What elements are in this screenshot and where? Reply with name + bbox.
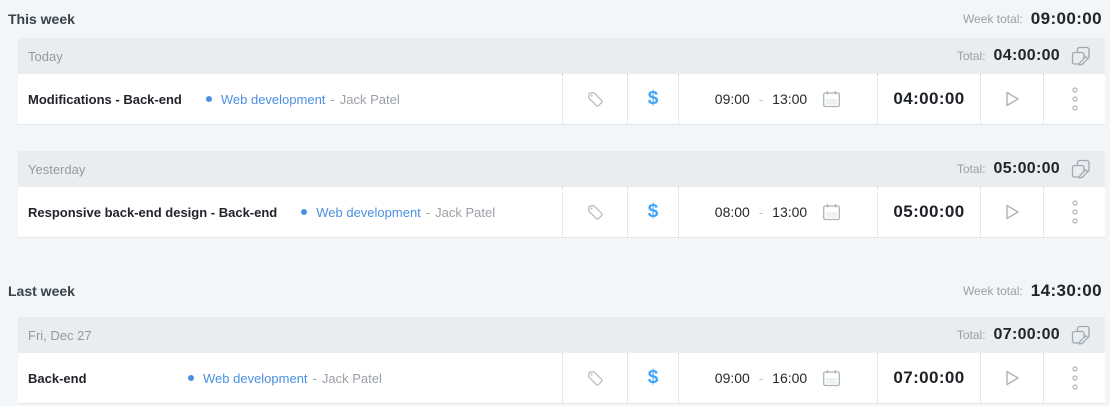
duration-cell: 07:00:00 bbox=[877, 353, 980, 403]
week-title: Last week bbox=[8, 282, 75, 299]
end-time-input[interactable]: 13:00 bbox=[772, 204, 808, 220]
continue-play-icon[interactable] bbox=[980, 74, 1043, 124]
day-group-yesterday: Yesterday Total: 05:00:00 Responsive bac… bbox=[18, 151, 1105, 238]
start-time-input[interactable]: 09:00 bbox=[714, 370, 750, 386]
day-total: Total: 04:00:00 bbox=[957, 46, 1093, 67]
duration-cell: 04:00:00 bbox=[877, 74, 980, 124]
kebab-menu-icon[interactable] bbox=[1043, 187, 1105, 237]
start-time-input[interactable]: 09:00 bbox=[714, 91, 750, 107]
day-header: Today Total: 04:00:00 bbox=[18, 38, 1105, 74]
tag-icon[interactable] bbox=[562, 353, 627, 403]
continue-play-icon[interactable] bbox=[980, 353, 1043, 403]
end-time-input[interactable]: 16:00 bbox=[772, 370, 808, 386]
project-member-separator: - bbox=[425, 204, 431, 220]
duration-input[interactable]: 05:00:00 bbox=[893, 202, 965, 221]
day-label: Fri, Dec 27 bbox=[28, 327, 92, 343]
billable-button[interactable]: $ bbox=[627, 353, 678, 403]
tag-icon[interactable] bbox=[562, 74, 627, 124]
day-total-label: Total: bbox=[956, 49, 986, 63]
project-selector[interactable]: Web development - Jack Patel bbox=[188, 371, 382, 386]
billable-dollar-icon: $ bbox=[647, 201, 659, 222]
week-title: This week bbox=[8, 11, 75, 27]
kebab-menu-icon[interactable] bbox=[1043, 353, 1105, 403]
project-member-separator: - bbox=[312, 370, 317, 386]
time-inputs: 09:00 - 13:00 bbox=[715, 91, 807, 107]
project-color-dot-icon bbox=[205, 96, 212, 102]
time-range: 08:00 - 13:00 bbox=[678, 187, 877, 237]
project-color-dot-icon bbox=[301, 209, 308, 215]
entry-description-input[interactable]: Responsive back-end design - Back-end bbox=[28, 204, 278, 220]
end-time-input[interactable]: 13:00 bbox=[772, 91, 808, 107]
entry-description-input[interactable]: Modifications - Back-end bbox=[28, 91, 182, 107]
day-total-label: Total: bbox=[956, 328, 986, 342]
member-name: Jack Patel bbox=[435, 204, 496, 220]
kebab-menu-icon[interactable] bbox=[1043, 74, 1105, 124]
project-color-dot-icon bbox=[188, 375, 194, 381]
project-selector[interactable]: Web development - Jack Patel bbox=[205, 91, 400, 107]
day-total: Total: 07:00:00 bbox=[957, 325, 1093, 346]
project-member-separator: - bbox=[330, 91, 335, 107]
project-name: Web development bbox=[220, 91, 326, 107]
calendar-icon[interactable] bbox=[822, 369, 841, 388]
start-time-input[interactable]: 08:00 bbox=[714, 204, 750, 220]
entry-info: Back-end Web development - Jack Patel bbox=[18, 353, 562, 403]
week-total-value: 09:00:00 bbox=[1030, 9, 1102, 28]
day-group-fri-dec-27: Fri, Dec 27 Total: 07:00:00 Back-end Web… bbox=[18, 317, 1105, 404]
member-name: Jack Patel bbox=[339, 91, 400, 107]
project-name: Web development bbox=[316, 204, 421, 220]
time-range: 09:00 - 13:00 bbox=[678, 74, 877, 124]
time-range-separator: - bbox=[758, 370, 764, 386]
day-label: Today bbox=[28, 48, 63, 64]
week-header-this-week: This week Week total: 09:00:00 bbox=[0, 0, 1110, 38]
duration-cell: 05:00:00 bbox=[877, 187, 980, 237]
week-total-label: Week total: bbox=[962, 12, 1023, 26]
calendar-icon[interactable] bbox=[822, 203, 841, 222]
time-entry-row: Responsive back-end design - Back-end We… bbox=[18, 187, 1105, 238]
continue-play-icon[interactable] bbox=[980, 187, 1043, 237]
entry-info: Responsive back-end design - Back-end We… bbox=[18, 187, 562, 237]
billable-dollar-icon: $ bbox=[647, 367, 659, 388]
entry-info: Modifications - Back-end Web development… bbox=[18, 74, 562, 124]
week-total: Week total: 14:30:00 bbox=[963, 281, 1102, 301]
week-total-label: Week total: bbox=[962, 283, 1023, 298]
billable-dollar-icon: $ bbox=[647, 88, 659, 109]
duration-input[interactable]: 04:00:00 bbox=[893, 89, 965, 108]
bulk-edit-icon[interactable] bbox=[1070, 325, 1093, 346]
day-total-value: 07:00:00 bbox=[993, 326, 1060, 343]
time-range-separator: - bbox=[758, 204, 764, 220]
calendar-icon[interactable] bbox=[822, 90, 841, 109]
bulk-edit-icon[interactable] bbox=[1070, 46, 1093, 67]
billable-button[interactable]: $ bbox=[627, 187, 678, 237]
project-selector[interactable]: Web development - Jack Patel bbox=[301, 205, 495, 220]
week-total: Week total: 09:00:00 bbox=[963, 9, 1102, 29]
time-entry-row: Back-end Web development - Jack Patel $ … bbox=[18, 353, 1105, 404]
week-total-value: 14:30:00 bbox=[1030, 280, 1102, 300]
day-total-value: 04:00:00 bbox=[993, 47, 1060, 64]
time-range: 09:00 - 16:00 bbox=[678, 353, 877, 403]
time-inputs: 08:00 - 13:00 bbox=[715, 204, 807, 220]
member-name: Jack Patel bbox=[321, 370, 382, 386]
tag-icon[interactable] bbox=[562, 187, 627, 237]
time-inputs: 09:00 - 16:00 bbox=[715, 370, 807, 386]
day-label: Yesterday bbox=[28, 161, 86, 177]
day-group-today: Today Total: 04:00:00 Modifications - Ba… bbox=[18, 38, 1105, 125]
time-entry-row: Modifications - Back-end Web development… bbox=[18, 74, 1105, 125]
day-total-value: 05:00:00 bbox=[993, 160, 1060, 177]
duration-input[interactable]: 07:00:00 bbox=[893, 368, 965, 387]
day-total: Total: 05:00:00 bbox=[957, 159, 1093, 180]
day-total-label: Total: bbox=[956, 162, 986, 176]
week-header-last-week: Last week Week total: 14:30:00 bbox=[0, 264, 1110, 317]
day-header: Fri, Dec 27 Total: 07:00:00 bbox=[18, 317, 1105, 353]
project-name: Web development bbox=[203, 370, 308, 386]
billable-button[interactable]: $ bbox=[627, 74, 678, 124]
entry-description-input[interactable]: Back-end bbox=[28, 370, 87, 386]
day-header: Yesterday Total: 05:00:00 bbox=[18, 151, 1105, 187]
bulk-edit-icon[interactable] bbox=[1070, 159, 1093, 180]
time-range-separator: - bbox=[758, 91, 764, 107]
